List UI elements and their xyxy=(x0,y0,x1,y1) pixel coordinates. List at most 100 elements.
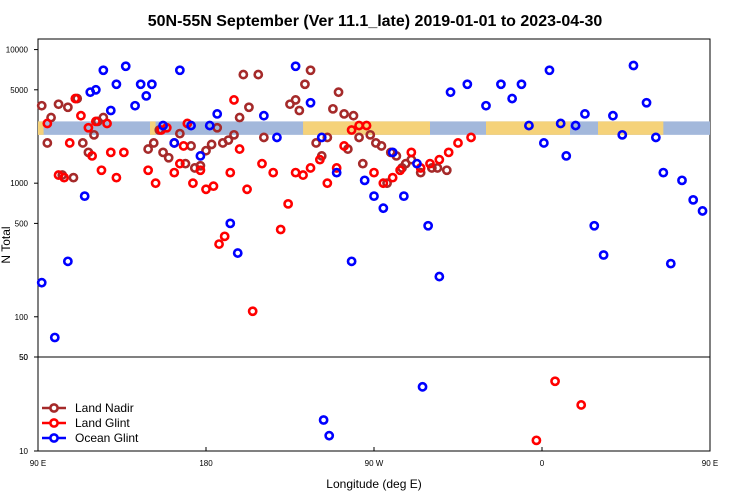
land-glint-point xyxy=(214,239,224,249)
land-glint-point xyxy=(90,116,101,127)
land-nadir-point xyxy=(238,69,249,80)
ocean-glint-point xyxy=(316,132,327,143)
ocean-glint-point xyxy=(158,120,168,131)
land-glint-point xyxy=(234,144,245,154)
land-glint-point xyxy=(242,184,252,195)
ocean-glint-point xyxy=(141,91,152,101)
ocean-glint-point xyxy=(538,138,549,148)
land-nadir-point xyxy=(432,163,443,173)
land-glint-point xyxy=(453,138,463,148)
ocean-glint-point xyxy=(658,167,669,178)
land-glint-point xyxy=(64,138,75,148)
land-nadir-point xyxy=(365,129,376,140)
x-tick-label: 90 E xyxy=(702,459,718,468)
band-land-segment xyxy=(38,121,44,135)
ocean-glint-point xyxy=(36,277,47,288)
land-nadir-point xyxy=(223,135,234,146)
legend-marker-land-glint xyxy=(49,418,59,428)
land-nadir-point xyxy=(382,178,392,189)
ocean-glint-point xyxy=(369,191,379,202)
y-tick-label: 100 xyxy=(15,313,29,322)
land-glint-point xyxy=(331,163,342,173)
land-glint-point xyxy=(247,306,258,317)
x-tick-label: 0 xyxy=(540,459,545,468)
land-glint-point xyxy=(322,178,333,189)
y-tick-label: 500 xyxy=(15,219,29,228)
land-glint-point xyxy=(339,141,350,151)
land-nadir-point xyxy=(322,132,333,143)
ocean-glint-point xyxy=(79,191,90,202)
land-glint-point xyxy=(378,178,389,189)
land-nadir-point xyxy=(89,129,99,140)
land-nadir-point xyxy=(158,147,168,158)
ocean-glint-point xyxy=(62,256,73,267)
land-glint-point xyxy=(87,151,98,161)
y-tick-label: 5000 xyxy=(10,86,28,95)
land-glint-point xyxy=(290,167,301,178)
land-glint-point xyxy=(314,154,325,165)
land-nadir-point xyxy=(68,172,79,183)
ocean-glint-point xyxy=(665,258,676,269)
land-glint-point xyxy=(83,122,94,133)
land-glint-point xyxy=(70,93,81,104)
land-glint-point xyxy=(275,224,286,235)
land-glint-point xyxy=(174,158,185,169)
land-nadir-point xyxy=(180,158,191,169)
land-nadir-point xyxy=(441,165,452,176)
land-glint-point xyxy=(111,172,122,183)
x-tick-label: 180 xyxy=(199,459,213,468)
land-glint-point xyxy=(298,170,308,180)
land-nadir-point xyxy=(148,138,159,148)
land-nadir-point xyxy=(300,79,310,90)
ocean-glint-point xyxy=(434,271,445,282)
x-tick-label: 90 E xyxy=(30,459,46,468)
land-nadir-point xyxy=(62,102,73,113)
land-glint-point xyxy=(59,172,70,183)
land-nadir-point xyxy=(201,145,211,156)
ocean-glint-point xyxy=(412,158,422,169)
land-nadir-point xyxy=(143,144,154,154)
land-glint-point xyxy=(395,165,406,176)
ocean-glint-point xyxy=(130,100,140,111)
land-glint-point xyxy=(76,110,86,121)
land-glint-point xyxy=(531,435,542,446)
land-glint-point xyxy=(305,163,316,173)
ocean-glint-point xyxy=(481,100,491,111)
land-glint-point xyxy=(369,167,379,178)
land-glint-point xyxy=(576,400,587,410)
y-axis-upper: 50 100 500 1000 5000 10000 xyxy=(6,46,38,362)
land-glint-point xyxy=(105,147,116,158)
ocean-glint-point xyxy=(496,79,506,90)
land-nadir-point xyxy=(206,139,217,150)
ocean-glint-point xyxy=(423,220,434,231)
land-nadir-point xyxy=(244,102,254,113)
ocean-glint-point xyxy=(258,110,269,121)
land-glint-point xyxy=(150,178,161,189)
land-glint-point xyxy=(169,167,180,178)
land-glint-point xyxy=(229,95,239,105)
y-tick-label: 10 xyxy=(19,447,28,456)
land-glint-point xyxy=(188,178,198,189)
chart-title: 50N-55N September (Ver 11.1_late) 2019-0… xyxy=(148,13,603,30)
ocean-glint-point xyxy=(146,79,157,90)
land-glint-point xyxy=(178,141,189,151)
ocean-glint-point xyxy=(617,129,628,140)
y-tick-label: 10000 xyxy=(6,46,29,55)
land-glint-point xyxy=(118,147,129,158)
upper-panel-points xyxy=(36,60,708,343)
y-tick-label: 50 xyxy=(19,353,28,362)
legend-label-land-nadir: Land Nadir xyxy=(75,401,134,415)
land-nadir-point xyxy=(163,152,174,163)
land-nadir-point xyxy=(339,109,350,119)
land-nadir-point xyxy=(229,129,239,140)
land-nadir-point xyxy=(311,138,322,148)
land-nadir-point xyxy=(195,160,206,171)
land-glint-point xyxy=(195,165,206,176)
ocean-glint-point xyxy=(272,132,282,143)
legend-label-ocean-glint: Ocean Glint xyxy=(75,431,139,445)
land-glint-point xyxy=(283,198,294,209)
ocean-glint-point xyxy=(641,97,652,108)
land-nadir-point xyxy=(294,105,305,116)
